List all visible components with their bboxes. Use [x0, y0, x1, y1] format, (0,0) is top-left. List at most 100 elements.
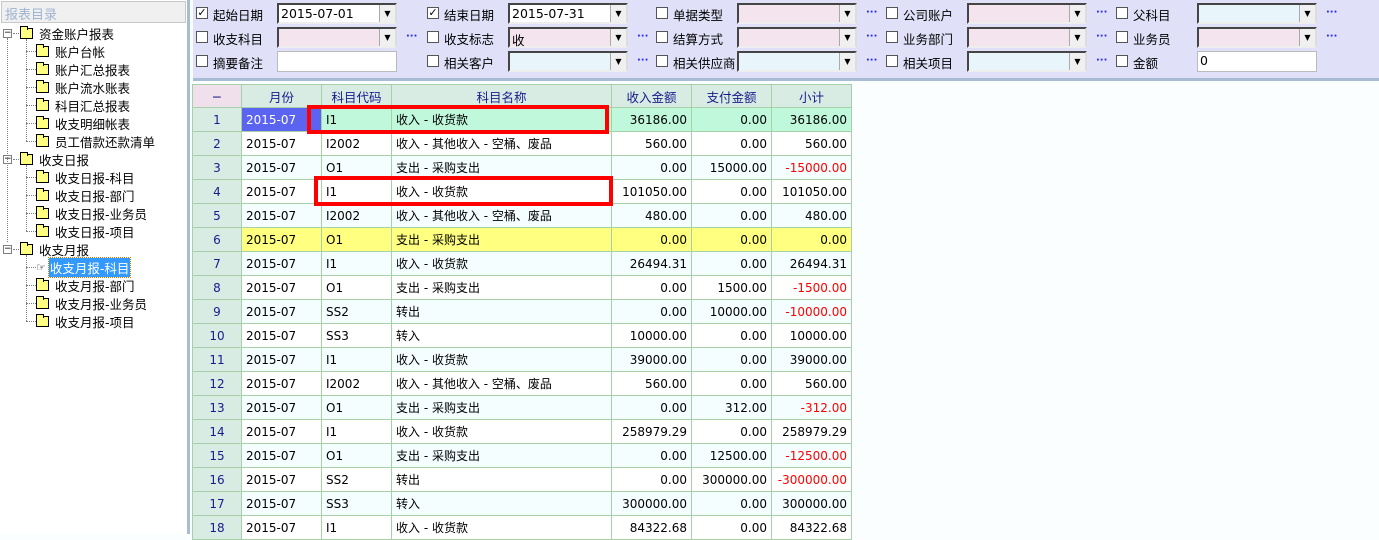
table-row[interactable]: 2 2015-07 I2002 收入 - 其他收入 - 空桶、废品 560.00 0.00…: [192, 131, 852, 156]
month-cell[interactable]: 2015-07: [241, 179, 322, 204]
table-row[interactable]: 8 2015-07 O1 支出 - 采购支出 0.00 1500.00 -1500.00: [192, 275, 852, 300]
row-number[interactable]: 18: [192, 515, 242, 540]
filter-dropdown[interactable]: ▼: [967, 27, 1087, 48]
account-name-cell[interactable]: 转入: [391, 491, 612, 516]
dropdown-arrow-icon[interactable]: ▼: [610, 53, 626, 70]
filter-dropdown[interactable]: ▼: [1197, 3, 1317, 24]
account-name-cell[interactable]: 转入: [391, 323, 612, 348]
browse-button[interactable]: ···: [866, 55, 878, 66]
table-row[interactable]: 16 2015-07 SS2 转出 0.00 300000.00 -300000.00: [192, 467, 852, 492]
account-name-cell[interactable]: 收入 - 其他收入 - 空桶、废品: [391, 371, 612, 396]
row-number[interactable]: 12: [192, 371, 242, 396]
month-cell[interactable]: 2015-07: [241, 203, 322, 228]
month-cell[interactable]: 2015-07: [241, 155, 322, 180]
table-row[interactable]: 1 2015-07 I1 收入 - 收货款 36186.00 0.00 36186.00: [192, 107, 852, 132]
income-cell[interactable]: 258979.29: [611, 419, 692, 444]
row-number[interactable]: 16: [192, 467, 242, 492]
account-name-cell[interactable]: 支出 - 采购支出: [391, 227, 612, 252]
dropdown-arrow-icon[interactable]: ▼: [1069, 29, 1085, 46]
subtotal-cell[interactable]: 0.00: [771, 227, 852, 252]
account-code-cell[interactable]: SS2: [321, 467, 392, 492]
month-cell[interactable]: 2015-07: [241, 515, 322, 540]
subtotal-cell[interactable]: 84322.68: [771, 515, 852, 540]
filter-checkbox-结算方式[interactable]: [656, 31, 668, 43]
account-code-cell[interactable]: O1: [321, 227, 392, 252]
filter-checkbox-公司账户[interactable]: [886, 7, 898, 19]
filter-dropdown[interactable]: ▼: [1197, 27, 1317, 48]
month-cell[interactable]: 2015-07: [241, 323, 322, 348]
filter-checkbox-相关供应商[interactable]: [656, 55, 668, 67]
subtotal-cell[interactable]: 39000.00: [771, 347, 852, 372]
income-cell[interactable]: 10000.00: [611, 323, 692, 348]
filter-dropdown[interactable]: 收 ▼: [508, 27, 628, 48]
income-cell[interactable]: 36186.00: [611, 107, 692, 132]
filter-dropdown[interactable]: 2015-07-01 ▼: [277, 3, 397, 24]
account-name-cell[interactable]: 转出: [391, 299, 612, 324]
tree-item[interactable]: 收支日报-部门: [36, 186, 135, 204]
row-number[interactable]: 6: [192, 227, 242, 252]
tree-item[interactable]: 收支明细帐表: [36, 114, 130, 132]
filter-dropdown[interactable]: 2015-07-31 ▼: [508, 3, 628, 24]
account-name-cell[interactable]: 转出: [391, 467, 612, 492]
table-row[interactable]: 15 2015-07 O1 支出 - 采购支出 0.00 12500.00 -12500.0…: [192, 443, 852, 468]
tree-item[interactable]: 收支日报-项目: [36, 222, 135, 240]
browse-button[interactable]: ···: [406, 31, 418, 42]
payment-cell[interactable]: 0.00: [691, 251, 772, 276]
table-row[interactable]: 11 2015-07 I1 收入 - 收货款 39000.00 0.00 39000.00: [192, 347, 852, 372]
tree-item[interactable]: 科目汇总报表: [36, 96, 130, 114]
payment-cell[interactable]: 0.00: [691, 491, 772, 516]
subtotal-cell[interactable]: -1500.00: [771, 275, 852, 300]
filter-checkbox-收支标志[interactable]: [427, 31, 439, 43]
tree-group[interactable]: 收支月报: [20, 240, 89, 258]
browse-button[interactable]: ···: [1326, 7, 1338, 18]
filter-checkbox-摘要备注[interactable]: [196, 55, 208, 67]
column-header[interactable]: 科目名称: [391, 84, 612, 108]
payment-cell[interactable]: 1500.00: [691, 275, 772, 300]
income-cell[interactable]: 26494.31: [611, 251, 692, 276]
filter-dropdown[interactable]: ▼: [737, 51, 857, 72]
filter-checkbox-结束日期[interactable]: ✓: [427, 6, 439, 19]
tree-group[interactable]: 资金账户报表: [20, 24, 114, 42]
account-code-cell[interactable]: I1: [321, 347, 392, 372]
row-number[interactable]: 4: [192, 179, 242, 204]
subtotal-cell[interactable]: 36186.00: [771, 107, 852, 132]
account-name-cell[interactable]: 收入 - 其他收入 - 空桶、废品: [391, 203, 612, 228]
dropdown-arrow-icon[interactable]: ▼: [1069, 53, 1085, 70]
subtotal-cell[interactable]: 10000.00: [771, 323, 852, 348]
row-number[interactable]: 11: [192, 347, 242, 372]
subtotal-cell[interactable]: 26494.31: [771, 251, 852, 276]
tree-item[interactable]: 账户流水账表: [36, 78, 130, 96]
month-cell[interactable]: 2015-07: [241, 491, 322, 516]
table-row[interactable]: 6 2015-07 O1 支出 - 采购支出 0.00 0.00 0.00: [192, 227, 852, 252]
filter-checkbox-起始日期[interactable]: ✓: [196, 6, 208, 19]
tree-item[interactable]: 收支日报-科目: [36, 168, 135, 186]
filter-dropdown[interactable]: ▼: [277, 27, 397, 48]
account-name-cell[interactable]: 支出 - 采购支出: [391, 395, 612, 420]
account-code-cell[interactable]: O1: [321, 443, 392, 468]
payment-cell[interactable]: 15000.00: [691, 155, 772, 180]
subtotal-cell[interactable]: -12500.00: [771, 443, 852, 468]
payment-cell[interactable]: 0.00: [691, 227, 772, 252]
account-name-cell[interactable]: 收入 - 收货款: [391, 419, 612, 444]
account-name-cell[interactable]: 收入 - 收货款: [391, 347, 612, 372]
month-cell[interactable]: 2015-07: [241, 275, 322, 300]
account-name-cell[interactable]: 收入 - 其他收入 - 空桶、废品: [391, 131, 612, 156]
month-cell[interactable]: 2015-07: [241, 251, 322, 276]
payment-cell[interactable]: 10000.00: [691, 299, 772, 324]
tree-item[interactable]: 账户台帐: [36, 42, 105, 60]
dropdown-arrow-icon[interactable]: ▼: [1299, 29, 1315, 46]
account-code-cell[interactable]: I2002: [321, 371, 392, 396]
table-row[interactable]: 18 2015-07 I1 收入 - 收货款 84322.68 0.00 84322.68: [192, 515, 852, 540]
subtotal-cell[interactable]: 480.00: [771, 203, 852, 228]
payment-cell[interactable]: 0.00: [691, 323, 772, 348]
filter-dropdown[interactable]: ▼: [967, 51, 1087, 72]
filter-dropdown[interactable]: ▼: [967, 3, 1087, 24]
dropdown-arrow-icon[interactable]: ▼: [839, 5, 855, 22]
browse-button[interactable]: ···: [866, 7, 878, 18]
dropdown-arrow-icon[interactable]: ▼: [839, 29, 855, 46]
account-name-cell[interactable]: 支出 - 采购支出: [391, 275, 612, 300]
month-cell[interactable]: 2015-07: [241, 419, 322, 444]
tree-item[interactable]: 收支月报-项目: [36, 312, 135, 330]
income-cell[interactable]: 0.00: [611, 299, 692, 324]
account-code-cell[interactable]: I1: [321, 419, 392, 444]
